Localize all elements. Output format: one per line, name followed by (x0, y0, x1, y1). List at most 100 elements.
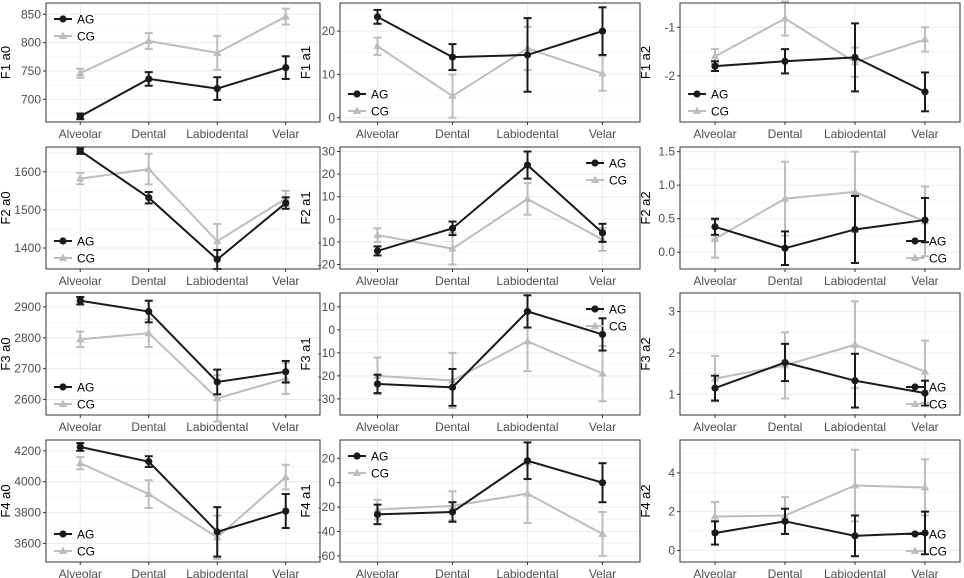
y-tick-label: -10 (318, 235, 336, 249)
line-cg (714, 484, 926, 518)
y-tick-label: 1 (668, 387, 675, 401)
legend-marker-ag (911, 530, 919, 538)
legend-label-cg: CG (929, 252, 947, 266)
x-tick-label-velar: Velar (272, 567, 299, 578)
point-ag-dental (448, 224, 457, 232)
legend: AG CG (54, 528, 95, 559)
y-tick-label: 2600 (14, 393, 41, 407)
legend: AG CG (586, 157, 627, 188)
x-tick-label-velar: Velar (911, 274, 938, 288)
legend: AG CG (54, 13, 95, 44)
y-tick-label: 4200 (14, 444, 41, 458)
x-tick-label-labiodental: Labiodental (186, 420, 248, 434)
plot-background (680, 3, 960, 122)
x-tick-label-alveolar: Alveolar (59, 127, 102, 141)
point-cg-alveolar (710, 51, 720, 60)
legend-label-cg: CG (77, 545, 95, 559)
legend-label-cg: CG (609, 174, 627, 188)
series-ag (373, 294, 607, 407)
point-ag-alveolar (711, 384, 719, 392)
point-ag-labiodental (213, 528, 221, 536)
x-tick-label-alveolar: Alveolar (356, 127, 399, 141)
x-tick-label-dental: Dental (435, 420, 470, 434)
panel-border (339, 2, 641, 123)
legend-marker-ag (353, 90, 361, 98)
legend-marker-ag (591, 305, 599, 313)
point-cg-labiodental (850, 481, 860, 489)
x-tick-label-velar: Velar (911, 127, 938, 141)
y-tick-label: -10 (318, 346, 336, 360)
series-ag (373, 441, 607, 526)
x-tick-label-dental: Dental (435, 127, 470, 141)
point-cg-alveolar (76, 334, 85, 343)
series-cg (76, 7, 290, 79)
y-tick-label: 3800 (14, 506, 41, 520)
legend-label-ag: AG (371, 88, 388, 102)
x-tick-label-alveolar: Alveolar (356, 420, 399, 434)
x-tick-label-alveolar: Alveolar (59, 274, 102, 288)
legend: AG CG (348, 450, 389, 481)
point-ag-dental (448, 508, 457, 516)
x-tick-label-labiodental: Labiodental (186, 567, 248, 578)
point-ag-dental (781, 517, 789, 525)
point-ag-alveolar (373, 247, 382, 255)
x-tick-label-dental: Dental (435, 274, 470, 288)
x-tick-label-labiodental: Labiodental (186, 274, 248, 288)
x-tick-label-alveolar: Alveolar (693, 274, 736, 288)
y-axis-label: F3 a0 (0, 337, 13, 370)
y-tick-label: 4000 (14, 475, 41, 489)
point-ag-dental (781, 358, 789, 367)
point-ag-velar (921, 88, 929, 96)
point-ag-dental (781, 57, 789, 65)
x-tick-label-velar: Velar (272, 127, 299, 141)
x-tick-label-dental: Dental (768, 420, 803, 434)
line-ag (80, 299, 286, 384)
legend-marker-cg (692, 106, 702, 114)
point-ag-dental (448, 383, 457, 391)
y-axis-label: F1 a2 (638, 46, 653, 79)
point-cg-velar (281, 12, 290, 20)
y-tick-label: 0 (668, 543, 675, 557)
x-tick-label-labiodental: Labiodental (824, 274, 886, 288)
legend-marker-cg (910, 399, 920, 407)
legend-label-ag: AG (609, 303, 626, 317)
point-cg-dental (144, 328, 153, 337)
x-tick-label-labiodental: Labiodental (496, 420, 558, 434)
point-ag-alveolar (373, 13, 382, 21)
y-tick-label: 1500 (14, 203, 41, 217)
point-cg-dental (448, 244, 457, 252)
series-cg (710, 0, 930, 78)
point-cg-alveolar (76, 458, 85, 467)
legend-marker-cg (910, 546, 920, 554)
x-tick-label-labiodental: Labiodental (824, 127, 886, 141)
y-tick-label: 2 (668, 505, 675, 519)
panel-f1-a0: 700 750 800 850 Alveolar Dental Labiodental Vel… (0, 2, 321, 141)
point-ag-alveolar (76, 443, 84, 451)
legend-marker-cg (352, 468, 362, 476)
legend-label-cg: CG (77, 30, 95, 44)
point-cg-velar (598, 529, 607, 537)
series-ag (76, 146, 290, 270)
y-tick-label: 3600 (14, 536, 41, 550)
legend-marker-cg (590, 321, 600, 329)
y-tick-label: 20 (322, 451, 336, 465)
legend-marker-cg (590, 175, 600, 183)
x-tick-label-dental: Dental (131, 420, 166, 434)
legend: AG CG (906, 235, 947, 266)
panel-f4-a0: 3600 3800 4000 4200 Alveolar Dental Labiodenta… (0, 439, 321, 578)
y-tick-label: 0.0 (658, 245, 675, 259)
line-cg (79, 462, 287, 539)
series-ag (373, 6, 607, 93)
panel-border (679, 439, 961, 563)
x-tick-label-velar: Velar (589, 127, 616, 141)
point-cg-dental (780, 194, 790, 202)
legend-label-cg: CG (711, 105, 729, 119)
legend: AG CG (54, 235, 95, 266)
legend-label-ag: AG (929, 381, 946, 395)
legend-marker-cg (58, 253, 68, 261)
point-ag-labiodental (851, 53, 859, 62)
panel-border (339, 292, 641, 416)
plot-background (340, 440, 640, 562)
legend-marker-cg (58, 546, 68, 554)
point-ag-labiodental (851, 532, 859, 540)
